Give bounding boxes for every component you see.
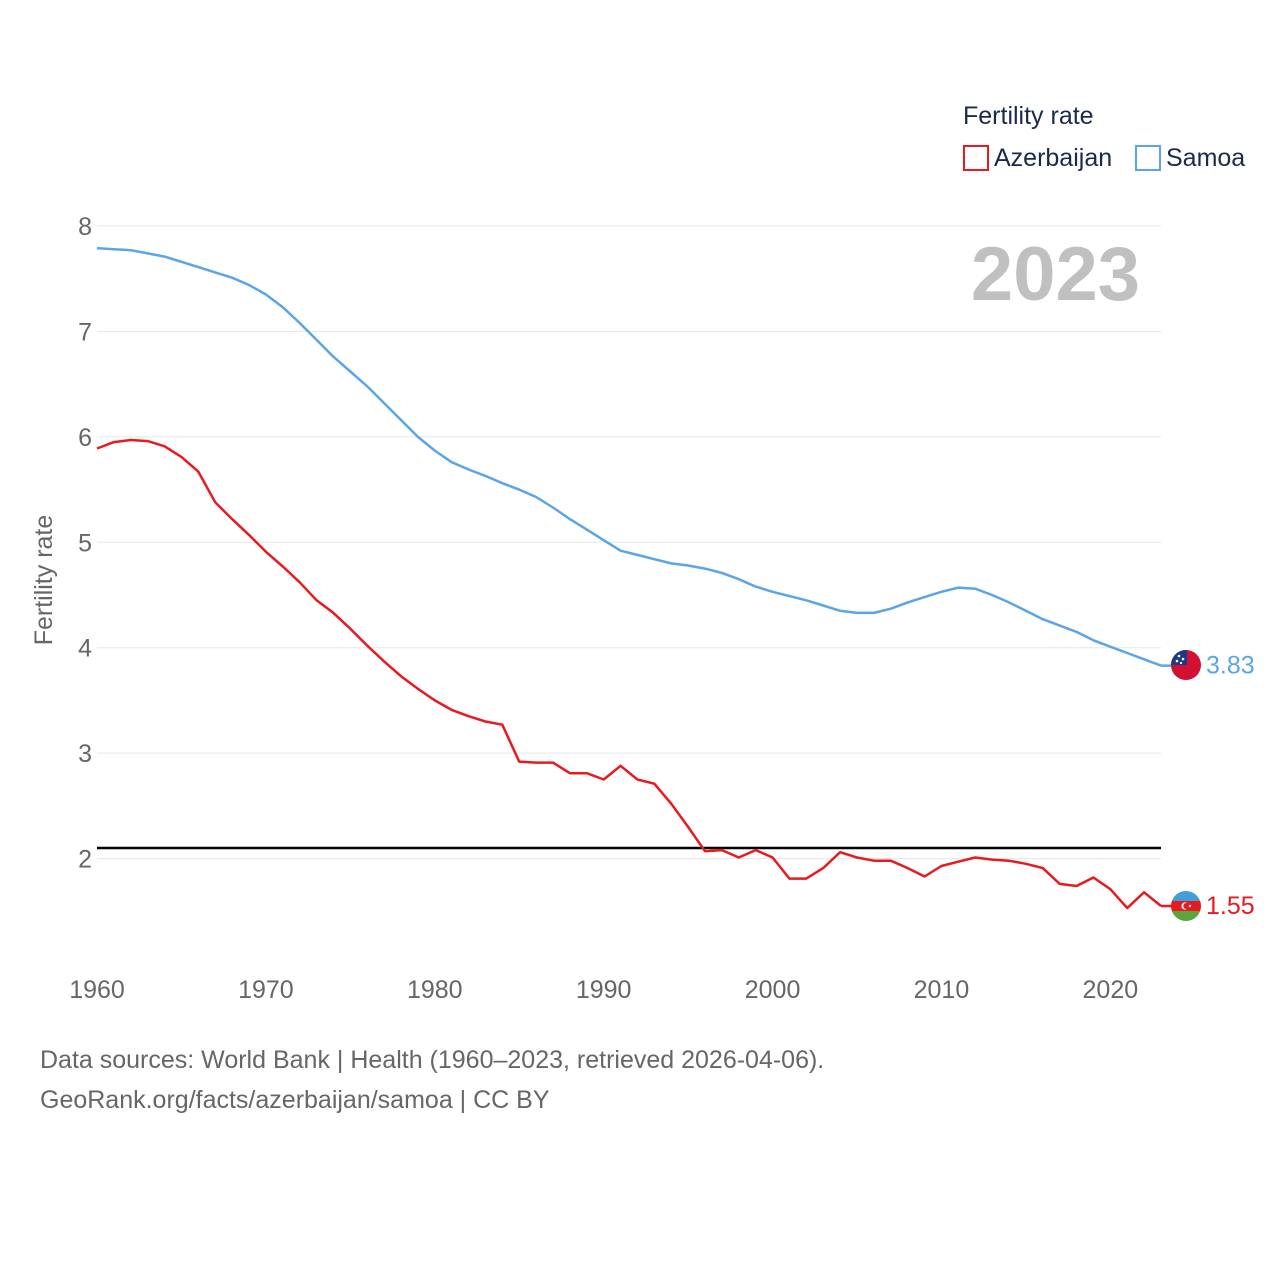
series-line-azerbaijan[interactable] (96, 438, 1162, 910)
y-axis-label: Fertility rate (30, 515, 58, 646)
x-tick-label: 1960 (69, 976, 125, 1004)
legend-title: Fertility rate (963, 102, 1094, 130)
footer-data-source: Data sources: World Bank | Health (1960–… (40, 1046, 825, 1074)
fertility-chart: 2 3 4 5 6 7 8 1960 1970 1980 1990 2000 2010 2020 Fer… (30, 102, 1255, 1004)
x-tick-label: 2020 (1083, 976, 1139, 1004)
x-tick-label: 1990 (576, 976, 632, 1004)
y-tick-label: 4 (78, 635, 92, 663)
end-value-label-samoa: 3.83 (1206, 652, 1255, 680)
x-axis-ticks: 1960 1970 1980 1990 2000 2010 2020 (69, 976, 1138, 1004)
x-tick-label: 1970 (238, 976, 294, 1004)
x-tick-label: 1980 (407, 976, 463, 1004)
x-tick-label: 2010 (914, 976, 970, 1004)
y-axis-ticks: 2 3 4 5 6 7 8 (78, 213, 92, 874)
footer-attribution: GeoRank.org/facts/azerbaijan/samoa | CC … (40, 1086, 550, 1114)
legend-swatch-samoa[interactable] (1135, 145, 1161, 171)
grid-lines (97, 225, 1161, 860)
legend-swatch-azerbaijan[interactable] (963, 145, 989, 171)
legend-label-samoa[interactable]: Samoa (1166, 144, 1245, 172)
legend: Fertility rate Azerbaijan Samoa (963, 102, 1245, 172)
y-tick-label: 6 (78, 424, 92, 452)
y-tick-label: 8 (78, 213, 92, 241)
y-tick-label: 3 (78, 740, 92, 768)
x-tick-label: 2000 (745, 976, 801, 1004)
azerbaijan-flag-icon (1171, 891, 1201, 921)
series-lines (96, 246, 1162, 910)
y-tick-label: 7 (78, 318, 92, 346)
footer: Data sources: World Bank | Health (1960–… (40, 1040, 824, 1120)
samoa-flag-icon (1171, 650, 1201, 680)
end-value-label-azerbaijan: 1.55 (1206, 892, 1255, 920)
legend-label-azerbaijan[interactable]: Azerbaijan (994, 144, 1112, 172)
year-watermark: 2023 (971, 232, 1140, 317)
end-markers: 1.55 3.83 (1161, 652, 1255, 920)
y-tick-label: 2 (78, 846, 92, 874)
series-line-samoa[interactable] (96, 246, 1162, 667)
y-tick-label: 5 (78, 529, 92, 557)
